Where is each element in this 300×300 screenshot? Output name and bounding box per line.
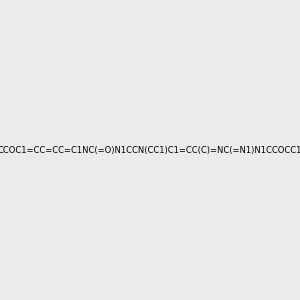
Text: CCOC1=CC=CC=C1NC(=O)N1CCN(CC1)C1=CC(C)=NC(=N1)N1CCOCC1: CCOC1=CC=CC=C1NC(=O)N1CCN(CC1)C1=CC(C)=N… bbox=[0, 146, 300, 154]
